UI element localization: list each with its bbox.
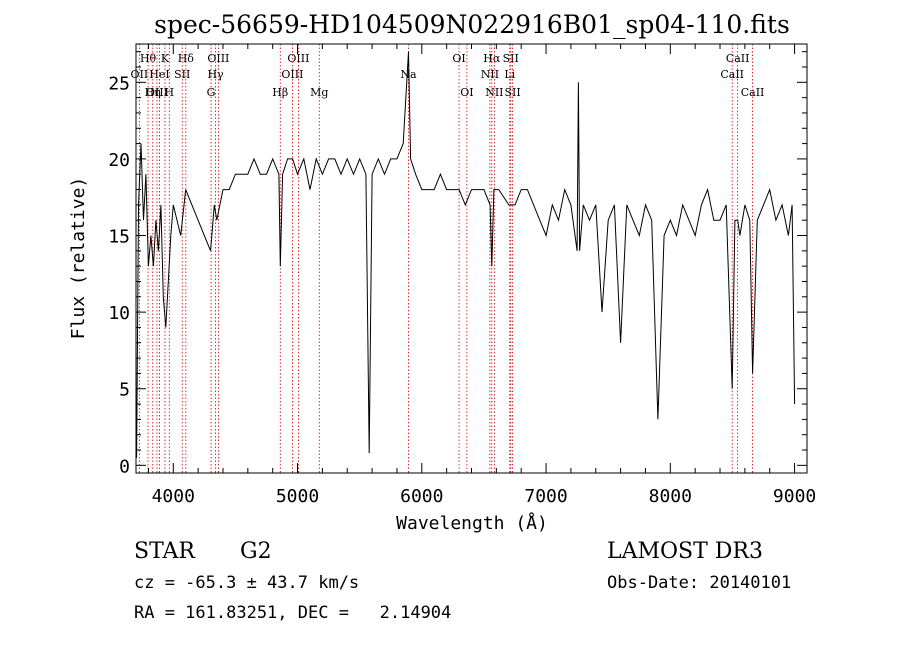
obs-date-line: Obs-Date: 20140101 [607, 573, 792, 593]
marker-label: CaII [741, 86, 765, 99]
marker-label: NII [485, 86, 503, 99]
y-tick-label: 15 [108, 227, 130, 248]
y-tick-label: 10 [108, 303, 130, 324]
x-tick-label: 5000 [276, 486, 319, 507]
x-axis-ticks: 4000 5000 6000 7000 8000 9000 [147, 44, 816, 507]
cz-line: cz = -65.3 ± 43.7 km/s [134, 573, 360, 593]
marker-label: H [165, 86, 175, 99]
marker-label: OIII [287, 52, 309, 65]
x-axis-label: Wavelength (Å) [396, 512, 548, 534]
marker-label: Hα [483, 52, 501, 65]
y-tick-label: 25 [108, 73, 130, 94]
marker-label: SII [174, 68, 190, 81]
x-tick-label: 4000 [152, 486, 195, 507]
marker-label: OI [460, 86, 473, 99]
y-tick-label: 0 [119, 456, 130, 477]
survey-label: LAMOST DR3 [607, 539, 763, 564]
marker-label: CaII [726, 52, 750, 65]
radec-line: RA = 161.83251, DEC = 2.14904 [134, 603, 452, 623]
plot-frame [135, 43, 808, 474]
marker-label: OI [452, 52, 465, 65]
marker-label: G [207, 86, 216, 99]
marker-label: Mg [310, 86, 328, 99]
spectrum-series-line [136, 51, 796, 458]
x-tick-label: 9000 [773, 486, 816, 507]
y-axis-label: Flux (relative) [68, 177, 89, 340]
x-tick-label: 7000 [524, 486, 567, 507]
marker-label: K [161, 52, 170, 65]
marker-label: NII [481, 68, 499, 81]
marker-label: Li [504, 68, 515, 81]
class-label: STAR [134, 539, 195, 564]
marker-label: Hη [145, 86, 161, 99]
chart-title: spec-56659-HD104509N022916B01_sp04-110.f… [154, 10, 790, 39]
marker-label: SII [503, 52, 519, 65]
marker-label: Hγ [207, 68, 224, 81]
y-tick-label: 20 [108, 150, 130, 171]
marker-label: OII [130, 68, 148, 81]
subclass-label: G2 [240, 539, 272, 564]
marker-label: CaII [720, 68, 744, 81]
marker-label: Hθ [140, 52, 157, 65]
y-axis-ticks: 0 5 10 15 20 25 [108, 51, 807, 477]
marker-label: HeI [149, 68, 169, 81]
marker-label: Hβ [272, 86, 288, 99]
marker-label: OIII [281, 68, 303, 81]
marker-label: Hδ [178, 52, 195, 65]
y-tick-label: 5 [119, 380, 130, 401]
marker-label: OIII [146, 86, 168, 99]
marker-label: OIII [207, 52, 229, 65]
x-tick-label: 8000 [649, 486, 692, 507]
marker-label: SII [505, 86, 521, 99]
x-tick-label: 6000 [400, 486, 443, 507]
